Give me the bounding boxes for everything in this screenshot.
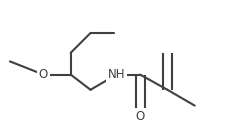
Text: O: O <box>39 68 48 81</box>
Text: NH: NH <box>108 68 125 81</box>
Text: O: O <box>135 110 145 123</box>
